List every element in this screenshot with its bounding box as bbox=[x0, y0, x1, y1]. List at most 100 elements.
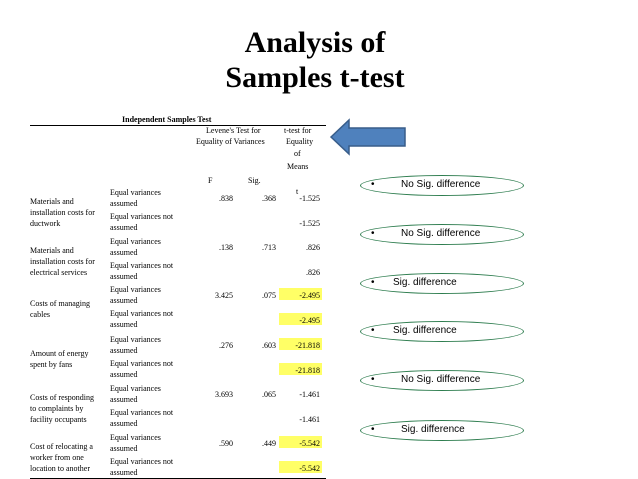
eq-not-assumed-label: assumed bbox=[110, 370, 138, 379]
result-oval: • No Sig. difference bbox=[360, 370, 524, 391]
row-group-label: facility occupants bbox=[30, 414, 87, 424]
t-value-assumed: -21.818 bbox=[295, 341, 320, 350]
eq-assumed-label: Equal variances bbox=[110, 285, 161, 294]
row-group-label: Amount of energy bbox=[30, 349, 89, 358]
highlight-cell bbox=[279, 461, 322, 473]
bullet-icon: • bbox=[371, 424, 375, 435]
row-group-label: location to another bbox=[30, 463, 90, 473]
header-ttest-line2: Equality bbox=[286, 137, 314, 146]
eq-not-assumed-label: assumed bbox=[110, 223, 138, 232]
header-sig: Sig. bbox=[248, 176, 261, 185]
row-group-label: electrical services bbox=[30, 267, 88, 277]
table-top-rule bbox=[30, 125, 326, 126]
eq-not-assumed-label: Equal variances not bbox=[110, 309, 174, 318]
result-oval: • Sig. difference bbox=[360, 321, 524, 342]
eq-not-assumed-label: assumed bbox=[110, 272, 138, 281]
levene-sig-value: .713 bbox=[262, 243, 276, 252]
bullet-icon: • bbox=[371, 179, 375, 190]
result-label: Sig. difference bbox=[401, 424, 465, 435]
result-oval: • Sig. difference bbox=[360, 273, 524, 294]
slide-title-line2: Samples t-test bbox=[225, 61, 405, 94]
levene-sig-value: .368 bbox=[262, 194, 276, 203]
eq-not-assumed-label: Equal variances not bbox=[110, 261, 174, 270]
header-ttest-line4: Means bbox=[287, 162, 309, 171]
t-value-assumed: -5.542 bbox=[299, 439, 320, 448]
highlight-cell bbox=[279, 363, 322, 375]
eq-assumed-label: assumed bbox=[110, 248, 138, 257]
t-value-not-assumed: .826 bbox=[306, 268, 320, 277]
bullet-icon: • bbox=[371, 277, 375, 288]
highlight-cell bbox=[279, 338, 322, 350]
t-value-not-assumed: -2.495 bbox=[299, 316, 320, 325]
left-arrow-icon bbox=[329, 118, 406, 156]
eq-not-assumed-label: Equal variances not bbox=[110, 457, 174, 466]
row-group-label: to complaints by bbox=[30, 403, 84, 413]
result-label: No Sig. difference bbox=[401, 179, 481, 190]
eq-assumed-label: assumed bbox=[110, 444, 138, 453]
result-oval: • No Sig. difference bbox=[360, 175, 524, 196]
row-group-label: Costs of managing bbox=[30, 299, 90, 308]
eq-assumed-label: Equal variances bbox=[110, 188, 161, 197]
row-group-label: Costs of responding bbox=[30, 392, 94, 402]
eq-assumed-label: Equal variances bbox=[110, 384, 161, 393]
eq-not-assumed-label: assumed bbox=[110, 468, 138, 477]
eq-assumed-label: assumed bbox=[110, 296, 138, 305]
levene-f-value: .138 bbox=[219, 243, 233, 252]
eq-assumed-label: Equal variances bbox=[110, 433, 161, 442]
eq-not-assumed-label: Equal variances not bbox=[110, 359, 174, 368]
header-ttest-line3: of bbox=[294, 149, 301, 158]
independent-samples-test-table: Independent Samples Test Levene's Test fo… bbox=[30, 112, 326, 479]
header-levene-line1: Levene's Test for bbox=[206, 126, 261, 135]
t-value-not-assumed: -5.542 bbox=[299, 464, 320, 473]
levene-f-value: 3.425 bbox=[215, 291, 233, 300]
levene-f-value: .590 bbox=[219, 439, 233, 448]
row-group-label: ductwork bbox=[30, 218, 61, 228]
eq-not-assumed-label: assumed bbox=[110, 320, 138, 329]
header-t: t bbox=[296, 187, 299, 196]
t-value-assumed: -2.495 bbox=[299, 291, 320, 300]
t-value-assumed: .826 bbox=[306, 243, 320, 252]
eq-assumed-label: Equal variances bbox=[110, 335, 161, 344]
row-group-label: installation costs for bbox=[30, 207, 95, 217]
row-group-label: Cost of relocating a bbox=[30, 441, 93, 451]
t-value-not-assumed: -1.461 bbox=[299, 415, 320, 424]
row-group-label: spent by fans bbox=[30, 360, 73, 369]
t-value-assumed: -1.525 bbox=[299, 194, 320, 203]
row-group-label: Materials and bbox=[30, 245, 74, 255]
t-value-not-assumed: -21.818 bbox=[295, 366, 320, 375]
header-f: F bbox=[208, 176, 213, 185]
highlight-cell bbox=[279, 313, 322, 325]
levene-sig-value: .065 bbox=[262, 390, 276, 399]
levene-sig-value: .603 bbox=[262, 341, 276, 350]
eq-assumed-label: Equal variances bbox=[110, 237, 161, 246]
header-levene-line2: Equality of Variances bbox=[196, 137, 265, 146]
row-group-label: cables bbox=[30, 310, 50, 319]
bullet-icon: • bbox=[371, 325, 375, 336]
result-oval: • Sig. difference bbox=[360, 420, 524, 441]
bullet-icon: • bbox=[371, 228, 375, 239]
eq-assumed-label: assumed bbox=[110, 346, 138, 355]
levene-sig-value: .075 bbox=[262, 291, 276, 300]
header-ttest-line1: t-test for bbox=[284, 126, 312, 135]
eq-not-assumed-label: Equal variances not bbox=[110, 408, 174, 417]
levene-f-value: .838 bbox=[219, 194, 233, 203]
eq-assumed-label: assumed bbox=[110, 199, 138, 208]
row-group-label: Materials and bbox=[30, 196, 74, 206]
bullet-icon: • bbox=[371, 374, 375, 385]
result-oval: • No Sig. difference bbox=[360, 224, 524, 245]
slide-title-line1: Analysis of bbox=[244, 26, 386, 59]
result-label: Sig. difference bbox=[393, 325, 457, 336]
table-caption: Independent Samples Test bbox=[122, 115, 212, 124]
result-label: No Sig. difference bbox=[401, 228, 481, 239]
t-value-assumed: -1.461 bbox=[299, 390, 320, 399]
eq-not-assumed-label: assumed bbox=[110, 419, 138, 428]
eq-not-assumed-label: Equal variances not bbox=[110, 212, 174, 221]
result-label: No Sig. difference bbox=[401, 374, 481, 385]
t-value-not-assumed: -1.525 bbox=[299, 219, 320, 228]
levene-f-value: .276 bbox=[219, 341, 233, 350]
levene-f-value: 3.693 bbox=[215, 390, 233, 399]
eq-assumed-label: assumed bbox=[110, 395, 138, 404]
row-group-label: installation costs for bbox=[30, 256, 95, 266]
highlight-cell bbox=[279, 288, 322, 300]
result-label: Sig. difference bbox=[393, 277, 457, 288]
